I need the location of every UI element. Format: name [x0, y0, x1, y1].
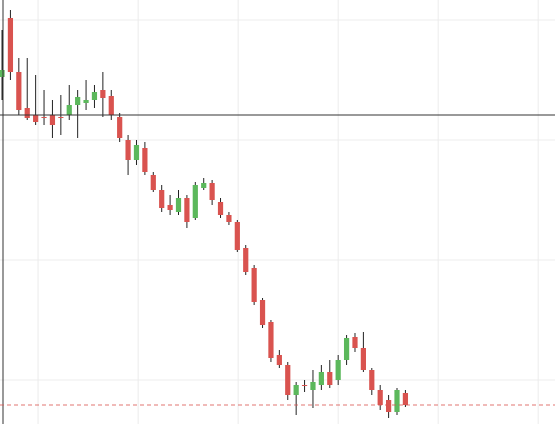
candle-body [167, 205, 173, 210]
candle-body [66, 105, 72, 115]
candle-body [175, 198, 182, 212]
candle-body [91, 92, 98, 100]
candle-body [100, 90, 106, 98]
candle-body [352, 337, 358, 348]
candle-body [377, 390, 383, 405]
candle-body [226, 215, 232, 222]
candle-body [243, 248, 249, 272]
candle-body [318, 372, 324, 385]
candle-body [301, 385, 308, 386]
candle-body [293, 385, 299, 395]
candle-body [217, 202, 224, 215]
candle-body [335, 360, 341, 380]
candles [0, 10, 409, 418]
candle-body [150, 175, 156, 190]
candle-body [259, 300, 266, 325]
candle-body [75, 97, 81, 105]
candle-body [385, 400, 392, 412]
candle-body [360, 348, 366, 370]
candle-body [7, 18, 14, 72]
candle-body [33, 115, 39, 122]
candle-body [49, 115, 56, 125]
candle-body [343, 338, 350, 360]
candle-body [133, 145, 140, 160]
candle-body [142, 148, 148, 172]
candle-body [16, 72, 22, 110]
candle-body [159, 190, 165, 208]
candle-body [83, 100, 89, 103]
candle-body [209, 183, 215, 200]
candle-body [0, 70, 5, 77]
candle-body [201, 183, 207, 188]
candle-body [268, 322, 274, 358]
candle-body [125, 140, 131, 160]
candle-body [310, 382, 316, 390]
candle-body [234, 222, 240, 250]
candle-body [276, 355, 282, 365]
candle-body [192, 185, 198, 218]
candle-body [285, 365, 291, 395]
candle-body [251, 268, 257, 302]
candle-body [394, 390, 400, 412]
candle-body [117, 117, 123, 138]
candle-body [327, 372, 333, 385]
candle-body [24, 108, 30, 118]
candle-body [58, 117, 64, 118]
candle-body [41, 117, 47, 118]
candle-body [108, 96, 114, 115]
candle-body [402, 393, 409, 405]
candle-body [369, 370, 375, 390]
candle-body [184, 198, 190, 222]
